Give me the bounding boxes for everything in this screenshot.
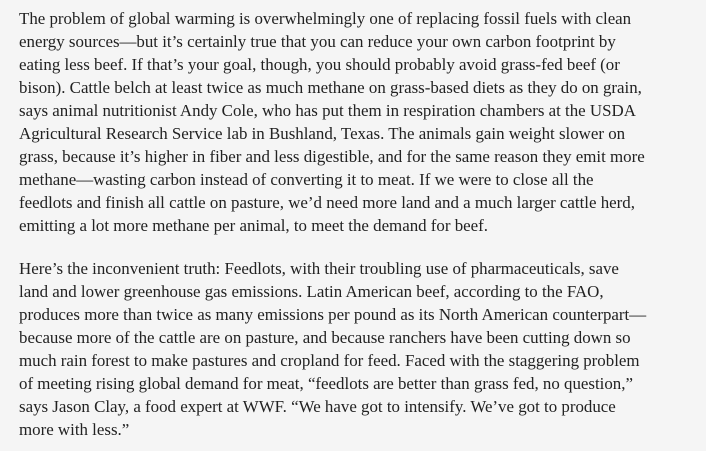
text-line: feedlots and finish all cattle on pastur… <box>19 193 635 212</box>
text-line: more with less.” <box>19 420 130 439</box>
text-line: produces more than twice as many emissio… <box>19 305 647 324</box>
text-line: Agricultural Research Service lab in Bus… <box>19 124 626 143</box>
paragraph-2: Here’s the inconvenient truth: Feedlots,… <box>19 257 692 441</box>
text-line: The problem of global warming is overwhe… <box>19 9 632 28</box>
text-line: bison). Cattle belch at least twice as m… <box>19 78 642 97</box>
text-line: methane—wasting carbon instead of conver… <box>19 170 594 189</box>
text-line: says animal nutritionist Andy Cole, who … <box>19 101 636 120</box>
text-line: grass, because it’s higher in fiber and … <box>19 147 645 166</box>
text-line: much rain forest to make pastures and cr… <box>19 351 640 370</box>
text-line: says Jason Clay, a food expert at WWF. “… <box>19 397 616 416</box>
text-line: because more of the cattle are on pastur… <box>19 328 631 347</box>
text-line: Here’s the inconvenient truth: Feedlots,… <box>19 259 619 278</box>
text-line: energy sources—but it’s certainly true t… <box>19 32 616 51</box>
text-line: eating less beef. If that’s your goal, t… <box>19 55 620 74</box>
text-line: emitting a lot more methane per animal, … <box>19 216 489 235</box>
text-line: land and lower greenhouse gas emissions.… <box>19 282 604 301</box>
paragraph-1: The problem of global warming is overwhe… <box>19 7 692 237</box>
text-line: of meeting rising global demand for meat… <box>19 374 633 393</box>
